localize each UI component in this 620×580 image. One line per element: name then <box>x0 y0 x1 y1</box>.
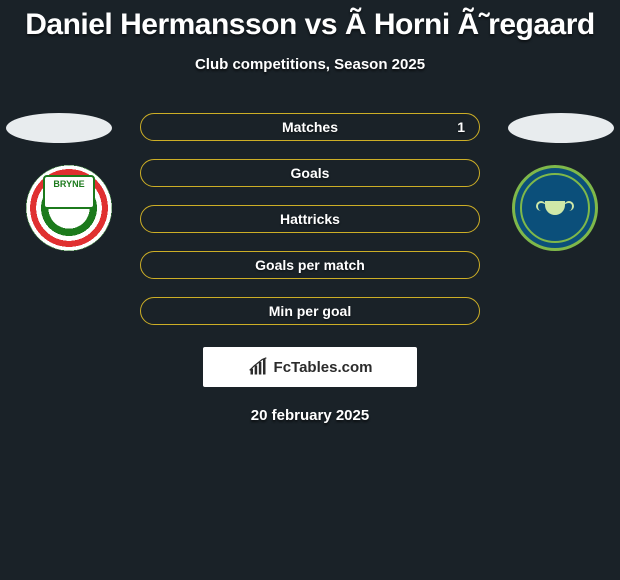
subtitle: Club competitions, Season 2025 <box>0 56 620 73</box>
stat-row-hattricks: Hattricks <box>140 205 480 233</box>
bryne-badge: BRYNE <box>26 165 112 251</box>
club-logo-right <box>512 165 598 251</box>
club-logo-left: BRYNE <box>26 165 112 251</box>
player-left-ellipse <box>6 113 112 143</box>
brand-box[interactable]: FcTables.com <box>203 347 417 387</box>
stat-row-mpg: Min per goal <box>140 297 480 325</box>
chart-icon <box>248 357 268 377</box>
date-label: 20 february 2025 <box>0 407 620 424</box>
bryne-badge-text: BRYNE <box>43 175 95 209</box>
sandnes-badge <box>512 165 598 251</box>
stat-label: Goals <box>291 165 330 181</box>
stat-label: Hattricks <box>280 211 340 227</box>
stat-row-goals: Goals <box>140 159 480 187</box>
trophy-icon <box>545 201 565 215</box>
stat-rows: Matches 1 Goals Hattricks Goals per matc… <box>140 113 480 325</box>
stat-label: Matches <box>282 119 338 135</box>
stat-row-matches: Matches 1 <box>140 113 480 141</box>
stat-label: Min per goal <box>269 303 351 319</box>
stat-row-gpm: Goals per match <box>140 251 480 279</box>
sandnes-ring <box>520 173 590 243</box>
player-right-ellipse <box>508 113 614 143</box>
stat-label: Goals per match <box>255 257 365 273</box>
page-title: Daniel Hermansson vs Ã Horni Ã˜regaard <box>0 0 620 42</box>
brand-label: FcTables.com <box>274 359 373 376</box>
stat-right-value: 1 <box>457 119 465 135</box>
comparison-layout: BRYNE Matches 1 Goals Hattricks Goals pe… <box>0 113 620 424</box>
